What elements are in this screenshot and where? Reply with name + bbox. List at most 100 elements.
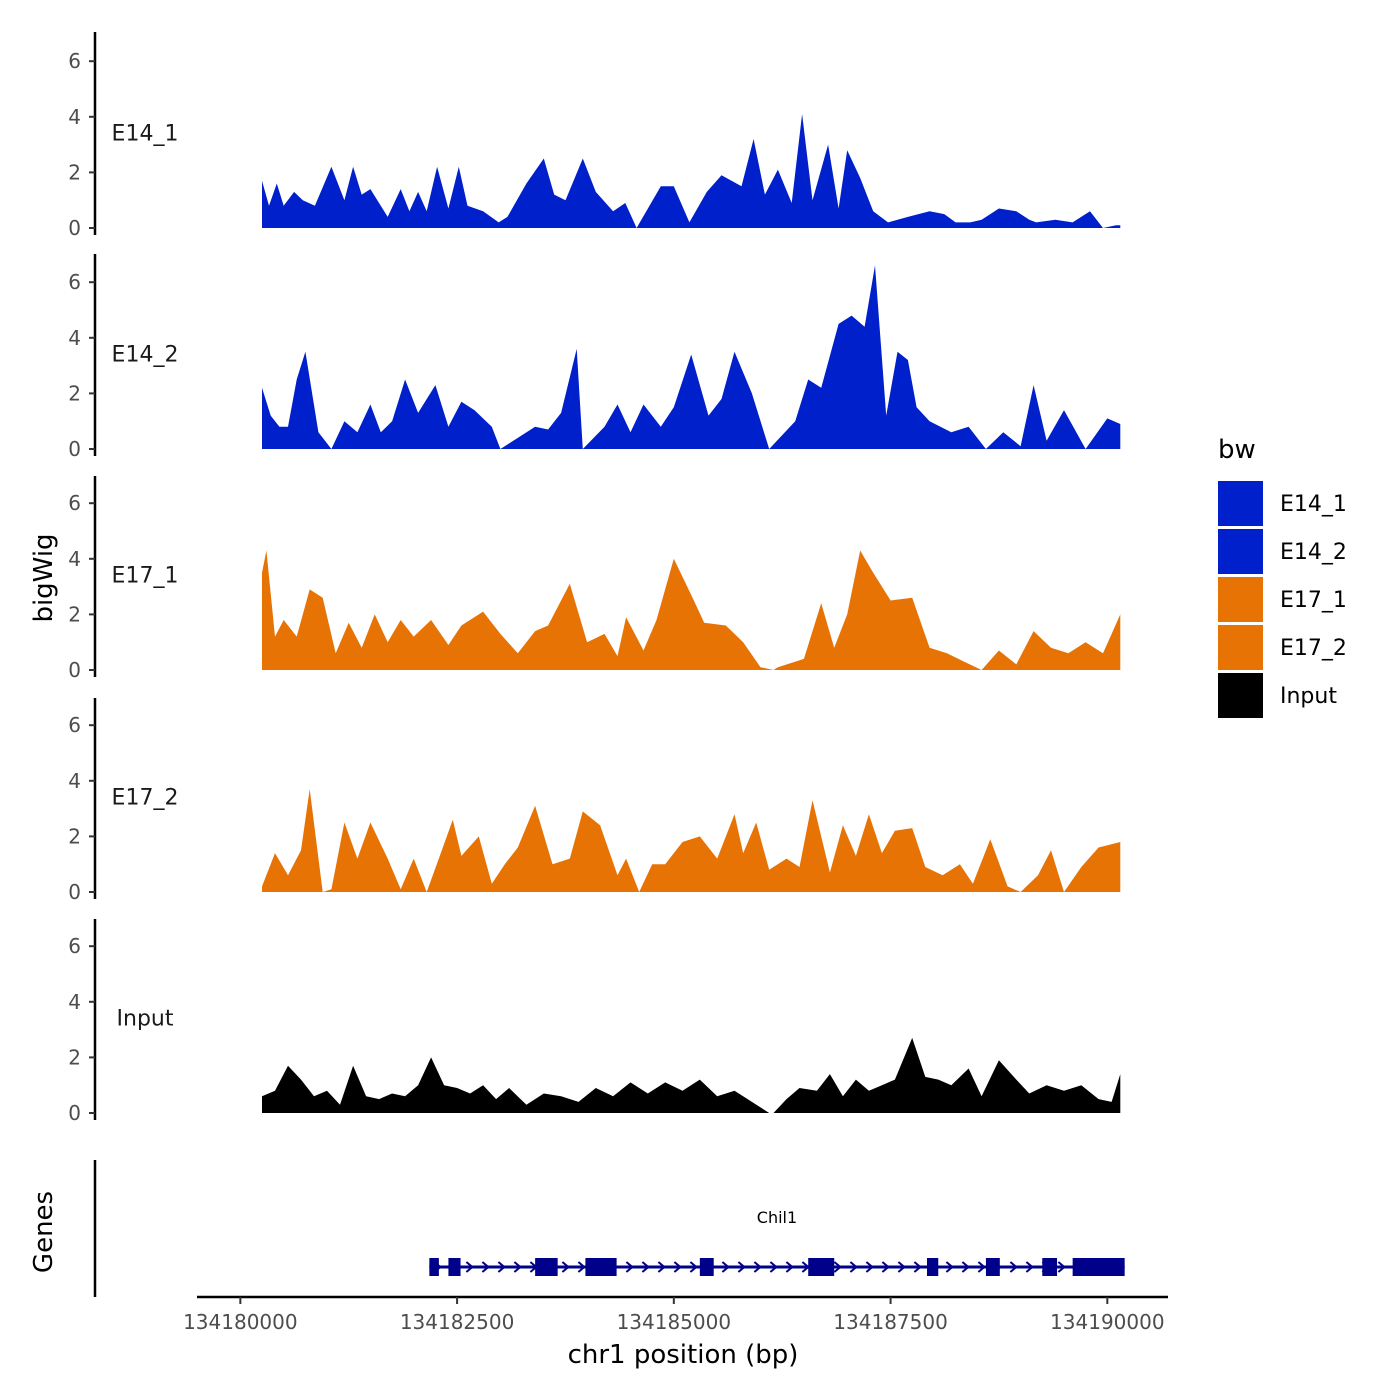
coverage-area	[262, 550, 1121, 670]
legend-item-e14-2: E14_2	[1218, 529, 1347, 574]
legend-item-input: Input	[1218, 673, 1337, 718]
x-axis-title: chr1 position (bp)	[568, 1340, 799, 1370]
track-label: E17_2	[112, 785, 179, 810]
strand-arrow	[849, 1261, 858, 1273]
track-label: E17_1	[112, 563, 179, 588]
track-label: E14_1	[112, 121, 179, 146]
strand-arrow	[737, 1261, 746, 1273]
strand-arrow	[513, 1261, 522, 1273]
track-label: E14_2	[112, 342, 179, 367]
gene-exon	[808, 1258, 835, 1276]
strand-arrow	[721, 1261, 730, 1273]
legend-label: E17_1	[1280, 588, 1347, 613]
y-tick-label: 4	[68, 547, 81, 571]
gene-exon	[429, 1258, 439, 1276]
strand-arrow	[689, 1261, 698, 1273]
x-tick-label: 134185000	[617, 1310, 732, 1334]
gene-exon	[1042, 1258, 1058, 1276]
strand-arrow	[497, 1261, 506, 1273]
legend-item-e14-1: E14_1	[1218, 481, 1347, 526]
track-label: Input	[117, 1006, 174, 1031]
y-tick-label: 0	[68, 216, 81, 240]
y-tick-label: 4	[68, 105, 81, 129]
coverage-area	[262, 114, 1121, 228]
strand-arrow	[577, 1261, 586, 1273]
genes-track-title: Genes	[29, 1191, 59, 1273]
y-tick-label: 4	[68, 326, 81, 350]
y-tick-label: 6	[68, 270, 81, 294]
strand-arrow	[865, 1261, 874, 1273]
x-tick-label: 134182500	[400, 1310, 515, 1334]
gene-exon	[699, 1258, 714, 1276]
strand-arrow	[1025, 1261, 1034, 1273]
strand-arrow	[481, 1261, 490, 1273]
strand-arrow	[833, 1261, 842, 1273]
y-axis-title: bigWig	[29, 533, 59, 622]
y-tick-label: 0	[68, 437, 81, 461]
gene-exon	[585, 1258, 617, 1276]
legend-swatch	[1218, 673, 1263, 718]
y-tick-label: 2	[68, 602, 81, 626]
coverage-area	[262, 789, 1121, 892]
y-tick-label: 4	[68, 769, 81, 793]
y-tick-label: 2	[68, 824, 81, 848]
gene-exon	[535, 1258, 558, 1276]
track-e14-2: 0 2 4 6 E14_2	[68, 254, 1121, 461]
legend: E14_1 E14_2 E17_1 E17_2 Input	[1218, 481, 1347, 718]
legend-item-e17-1: E17_1	[1218, 577, 1347, 622]
legend-title: bw	[1218, 435, 1256, 465]
x-tick-label: 134180000	[183, 1310, 298, 1334]
legend-swatch	[1218, 577, 1263, 622]
strand-arrow	[657, 1261, 666, 1273]
track-input: 0 2 4 6 Input	[68, 919, 1121, 1125]
legend-swatch	[1218, 529, 1263, 574]
y-tick-label: 6	[68, 49, 81, 73]
y-tick-label: 6	[68, 491, 81, 515]
track-e14-1: 0 2 4 6 E14_1	[68, 32, 1121, 240]
strand-arrow	[561, 1261, 570, 1273]
y-tick-label: 0	[68, 1101, 81, 1125]
gene-exon	[985, 1258, 1000, 1276]
legend-swatch	[1218, 625, 1263, 670]
strand-arrow	[977, 1261, 986, 1273]
legend-swatch	[1218, 481, 1263, 526]
gene-exon	[448, 1258, 461, 1276]
strand-arrow	[769, 1261, 778, 1273]
gene-name-label: Chil1	[757, 1208, 797, 1227]
genes-track: Chil1	[93, 1160, 1125, 1297]
strand-arrow	[753, 1261, 762, 1273]
strand-arrow	[1057, 1261, 1066, 1273]
coverage-area	[262, 265, 1121, 449]
y-tick-label: 0	[68, 880, 81, 904]
track-e17-1: 0 2 4 6 E17_1	[68, 476, 1121, 682]
y-tick-label: 2	[68, 160, 81, 184]
y-tick-label: 2	[68, 1045, 81, 1069]
track-e17-2: 0 2 4 6 E17_2	[68, 698, 1121, 904]
strand-arrow	[465, 1261, 474, 1273]
coverage-area	[262, 1037, 1121, 1113]
y-tick-label: 2	[68, 381, 81, 405]
y-tick-label: 4	[68, 990, 81, 1014]
legend-item-e17-2: E17_2	[1218, 625, 1347, 670]
y-tick-label: 0	[68, 658, 81, 682]
strand-arrow	[881, 1261, 890, 1273]
strand-arrow	[1009, 1261, 1018, 1273]
y-tick-label: 6	[68, 713, 81, 737]
strand-arrow	[961, 1261, 970, 1273]
strand-arrow	[785, 1261, 794, 1273]
strand-arrow	[673, 1261, 682, 1273]
strand-arrow	[913, 1261, 922, 1273]
gene-exon	[926, 1258, 939, 1276]
bigwig-tracks: 0 2 4 6 E14_1 0 2 4 6 E14_2 0 2 4 6 E17_1 0 2 4 6 E17_2 0 2 4 6…	[68, 32, 1121, 1125]
strand-arrow	[945, 1261, 954, 1273]
x-tick-label: 134187500	[833, 1310, 948, 1334]
legend-label: Input	[1280, 684, 1337, 709]
gene-chil1: Chil1	[429, 1208, 1125, 1276]
strand-arrow	[625, 1261, 634, 1273]
legend-label: E14_1	[1280, 492, 1347, 517]
legend-label: E17_2	[1280, 636, 1347, 661]
x-tick-label: 134190000	[1050, 1310, 1165, 1334]
legend-label: E14_2	[1280, 540, 1347, 565]
x-axis: 134180000 134182500 134185000 134187500 1341…	[183, 1295, 1168, 1334]
